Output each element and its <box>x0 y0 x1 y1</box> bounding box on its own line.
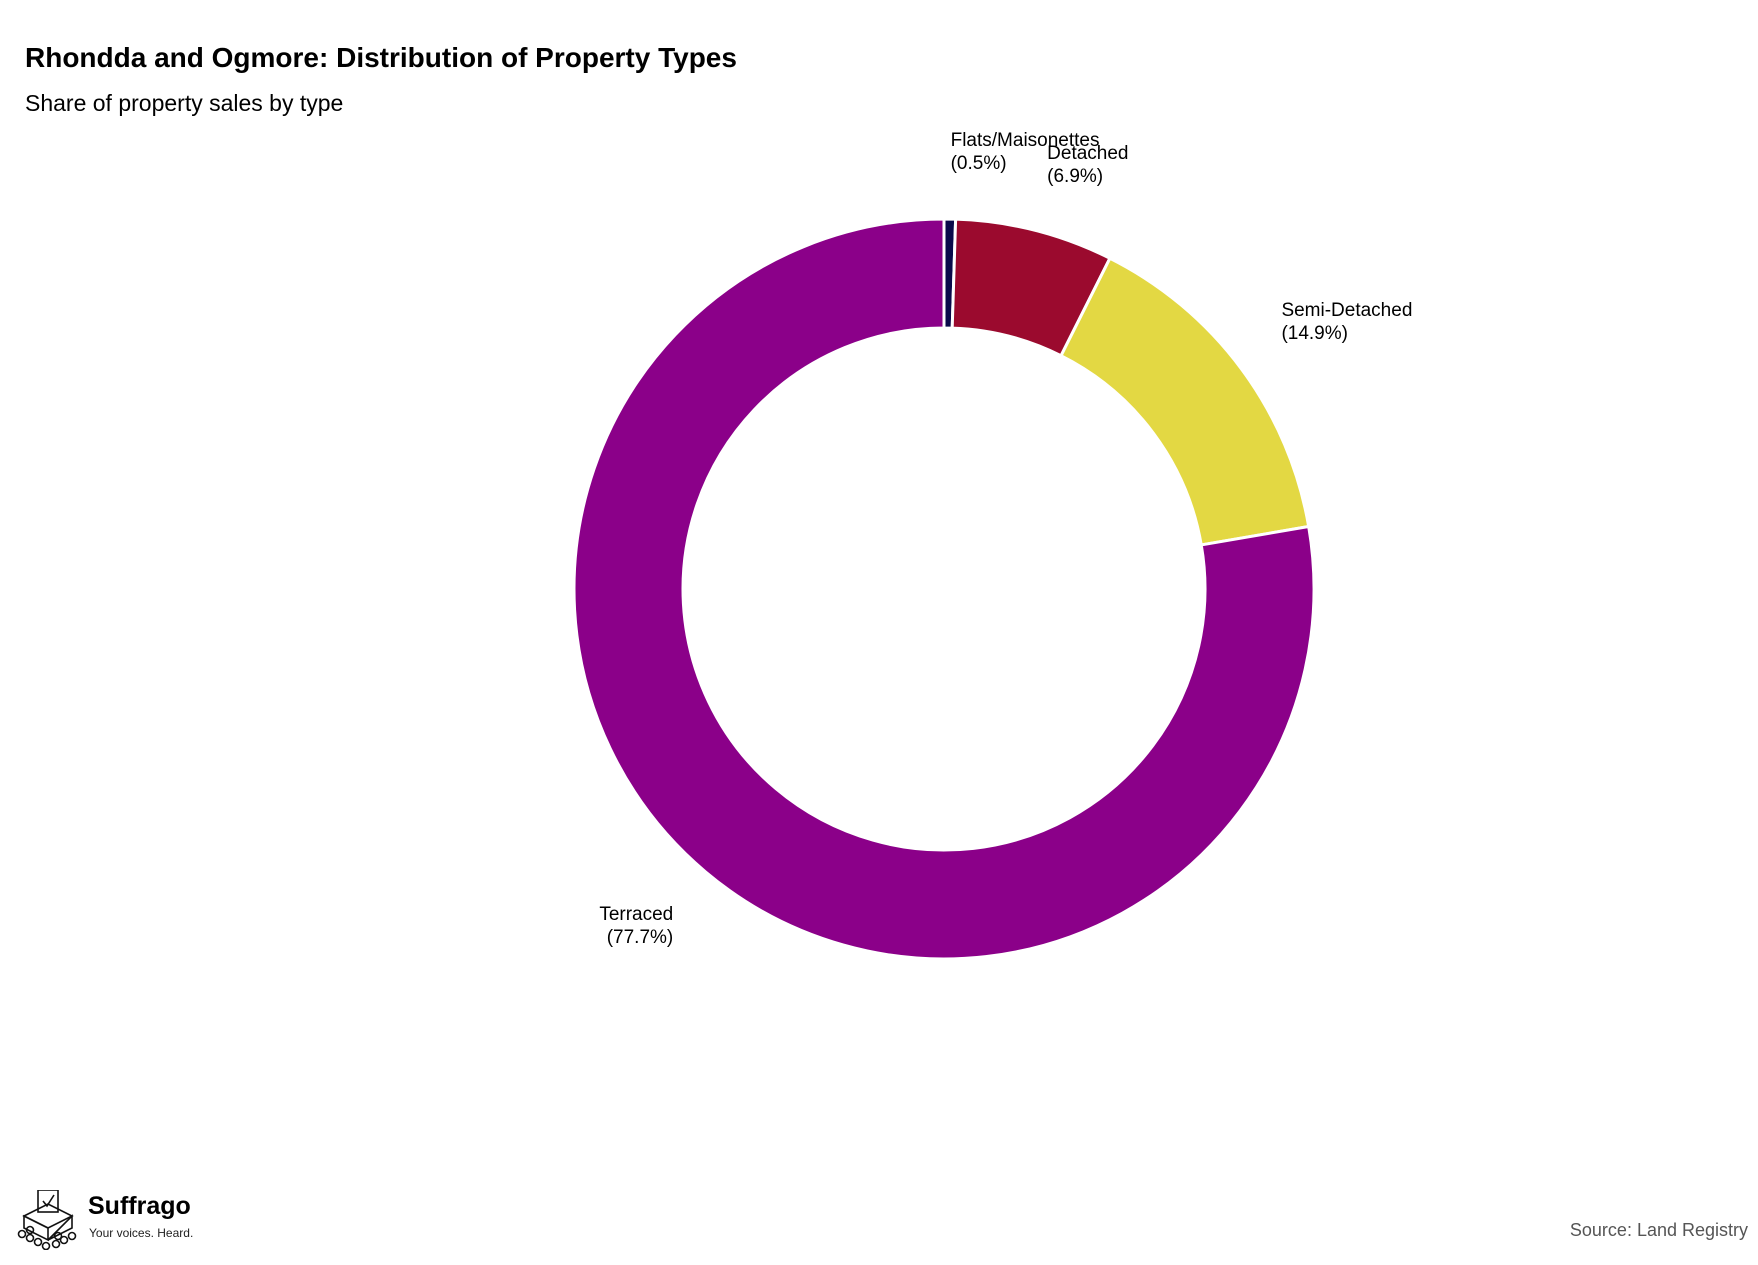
slice-semi-detached <box>1059 256 1311 547</box>
slice-label-detached: Detached (6.9%) <box>1047 143 1128 187</box>
brand-name: Suffrago <box>88 1192 191 1220</box>
slice-terraced <box>572 217 1316 961</box>
slice-label-terraced: Terraced (77.7%) <box>599 904 673 948</box>
ballot-box-icon <box>17 1190 77 1250</box>
brand-logo: Suffrago Your voices. Heard. <box>14 1190 234 1250</box>
slice-label-semi-detached: Semi-Detached (14.9%) <box>1281 300 1412 344</box>
slice-label-flats-maisonettes: Flats/Maisonettes (0.5%) <box>951 130 1100 174</box>
chart-title: Rhondda and Ogmore: Distribution of Prop… <box>25 42 737 73</box>
source-note: Source: Land Registry <box>1569 1220 1748 1240</box>
chart-subtitle: Share of property sales by type <box>25 90 344 116</box>
brand-tagline: Your voices. Heard. <box>89 1226 194 1240</box>
